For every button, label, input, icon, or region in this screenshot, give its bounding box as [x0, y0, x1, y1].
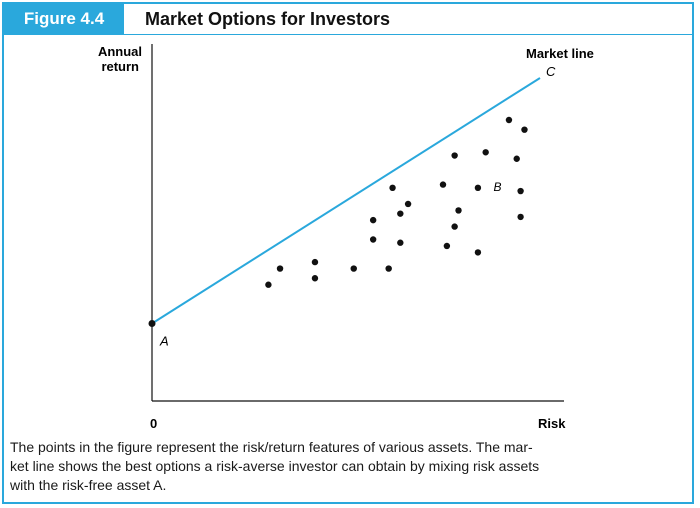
asset-point: [385, 265, 392, 272]
asset-point: [350, 265, 357, 272]
origin-label: 0: [150, 416, 157, 431]
figure-caption: The points in the figure represent the r…: [10, 438, 688, 495]
market-line-label: Market line: [526, 46, 594, 61]
figure-number: Figure 4.4: [4, 4, 124, 34]
asset-point: [397, 210, 404, 217]
figure-frame: Figure 4.4 Market Options for Investors …: [2, 2, 694, 504]
y-axis-label-line-1: Annual: [98, 44, 142, 59]
caption-line: The points in the figure represent the r…: [10, 439, 533, 455]
asset-point: [455, 207, 462, 214]
asset-point: [451, 223, 458, 230]
asset-point: [439, 181, 447, 188]
asset-point: [474, 184, 482, 192]
x-axis-label: Risk: [538, 416, 566, 431]
asset-point: [265, 281, 272, 288]
asset-points: [265, 116, 528, 288]
asset-point: [505, 116, 513, 124]
asset-point: [517, 187, 524, 195]
asset-point: [276, 265, 284, 272]
risk-free-asset-point: [148, 319, 156, 327]
asset-point: [369, 216, 377, 224]
asset-point: [311, 258, 319, 266]
asset-b-label: B: [493, 180, 501, 194]
chart: Annual return Risk 0 A C Market line B: [98, 44, 594, 431]
caption-line: ket line shows the best options a risk-a…: [10, 458, 540, 474]
asset-point: [451, 152, 458, 159]
asset-point: [369, 236, 377, 243]
caption-line: with the risk-free asset A.: [10, 477, 167, 493]
y-axis-label-line-2: return: [101, 59, 139, 74]
title-rule: [4, 34, 692, 35]
asset-point: [517, 213, 524, 221]
asset-point: [513, 155, 520, 162]
asset-point: [443, 242, 451, 250]
point-a-label: A: [159, 333, 169, 348]
asset-point: [474, 249, 482, 256]
point-c-label: C: [546, 64, 556, 79]
asset-point: [521, 126, 528, 133]
asset-point: [482, 149, 489, 156]
market-line: [151, 77, 541, 325]
figure-title: Market Options for Investors: [145, 9, 391, 29]
asset-point: [404, 200, 412, 208]
asset-point: [389, 184, 396, 192]
asset-point: [397, 239, 404, 246]
asset-point: [311, 275, 319, 282]
